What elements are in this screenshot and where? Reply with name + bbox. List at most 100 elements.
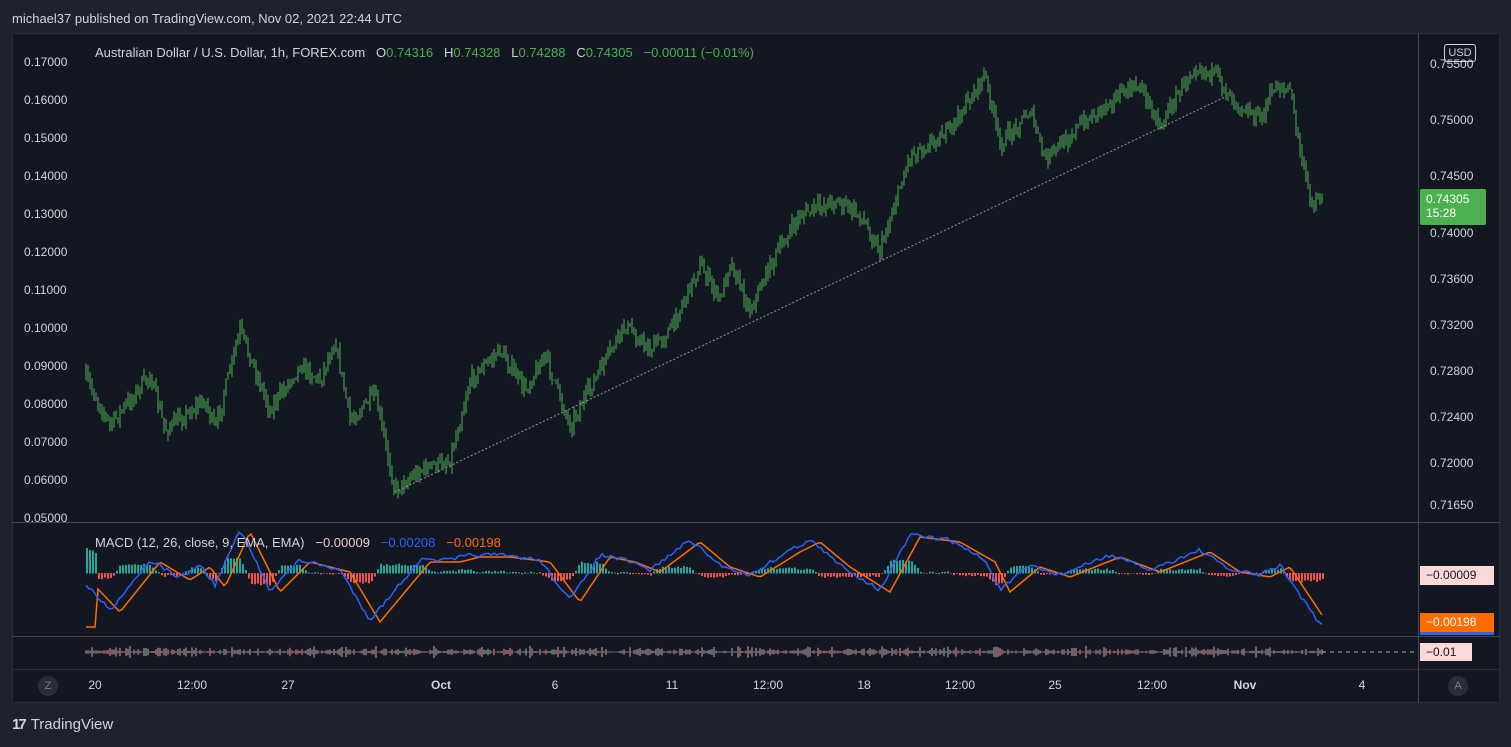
macd-histogram-bar bbox=[740, 573, 742, 575]
macd-histogram-bar bbox=[377, 569, 379, 574]
macd-histogram-bar bbox=[836, 573, 838, 578]
macd-histogram-bar bbox=[821, 573, 823, 577]
macd-histogram-bar bbox=[458, 569, 460, 574]
macd-histogram-bar bbox=[425, 567, 427, 574]
macd-histogram-bar bbox=[548, 573, 550, 578]
macd-histogram-bar bbox=[371, 573, 373, 582]
macd-histogram-bar bbox=[164, 573, 166, 577]
macd-histogram-bar bbox=[107, 573, 109, 579]
macd-histogram-bar bbox=[482, 571, 484, 574]
macd-histogram-bar bbox=[962, 573, 964, 576]
left-axis-label: 0.17000 bbox=[24, 55, 68, 69]
time-axis-label: Nov bbox=[1233, 678, 1257, 692]
macd-histogram-bar bbox=[131, 564, 133, 574]
symbol-title[interactable]: Australian Dollar / U.S. Dollar, 1h, FOR… bbox=[95, 45, 366, 60]
macd-histogram-bar bbox=[356, 573, 358, 582]
macd-histogram-bar bbox=[332, 573, 334, 575]
time-axis-label: 20 bbox=[88, 678, 102, 692]
macd-histogram-bar bbox=[695, 573, 697, 574]
macd-histogram-bar bbox=[392, 565, 394, 574]
macd-histogram-bar bbox=[86, 548, 88, 574]
macd-histogram-bar bbox=[1193, 569, 1195, 574]
macd-histogram-bar bbox=[989, 573, 991, 580]
macd-histogram-bar bbox=[698, 573, 700, 575]
macd-histogram-bar bbox=[1118, 573, 1120, 575]
macd-histogram-bar bbox=[929, 571, 931, 574]
macd-histogram-bar bbox=[218, 572, 220, 574]
right-axis-label: 0.74500 bbox=[1430, 169, 1474, 183]
macd-histogram-bar bbox=[1289, 573, 1291, 581]
macd-histogram-bar bbox=[857, 573, 859, 578]
macd-histogram-bar bbox=[1175, 570, 1177, 574]
auto-scale-button[interactable]: A bbox=[1448, 676, 1468, 696]
left-axis-label: 0.10000 bbox=[24, 321, 68, 335]
macd-histogram-bar bbox=[1142, 573, 1144, 575]
macd-histogram-bar bbox=[611, 572, 613, 574]
macd-histogram-bar bbox=[1046, 573, 1048, 574]
macd-histogram-bar bbox=[119, 565, 121, 574]
macd-histogram-bar bbox=[1178, 569, 1180, 574]
macd-histogram-bar bbox=[323, 572, 325, 574]
macd-histogram-bar bbox=[572, 573, 574, 577]
pane-divider-macd[interactable] bbox=[12, 522, 1500, 523]
macd-histogram-bar bbox=[737, 573, 739, 576]
left-axis-label: 0.15000 bbox=[24, 131, 68, 145]
macd-histogram-bar bbox=[260, 573, 262, 586]
macd-histogram-bar bbox=[596, 561, 598, 574]
macd-histogram-bar bbox=[329, 573, 331, 575]
macd-histogram-bar bbox=[908, 560, 910, 574]
macd-histogram-bar bbox=[869, 573, 871, 577]
macd-histogram-bar bbox=[1313, 573, 1315, 581]
macd-histogram-bar bbox=[386, 564, 388, 574]
macd-histogram-bar bbox=[629, 573, 631, 575]
macd-histogram-bar bbox=[719, 573, 721, 577]
tradingview-logo[interactable]: 17 TradingView bbox=[12, 716, 113, 733]
macd-histogram-bar bbox=[893, 559, 895, 574]
macd-histogram-bar bbox=[971, 573, 973, 577]
macd-histogram-bar bbox=[527, 572, 529, 574]
trend-line[interactable] bbox=[394, 96, 1226, 493]
macd-histogram-bar bbox=[581, 561, 583, 574]
macd-histogram-bar bbox=[722, 573, 724, 578]
macd-histogram-bar bbox=[827, 573, 829, 577]
macd-histogram-bar bbox=[278, 570, 280, 574]
macd-histogram-bar bbox=[1235, 573, 1237, 576]
currency-button[interactable]: USD bbox=[1444, 44, 1476, 62]
macd-histogram-bar bbox=[1130, 573, 1132, 574]
time-axis-label: 27 bbox=[281, 678, 295, 692]
macd-histogram-bar bbox=[935, 573, 937, 574]
macd-histogram-bar bbox=[1304, 573, 1306, 581]
macd-histogram-bar bbox=[950, 573, 952, 574]
macd-histogram-bar bbox=[503, 570, 505, 574]
macd-histogram-bar bbox=[359, 573, 361, 583]
macd-histogram-bar bbox=[1109, 570, 1111, 574]
macd-histogram-bar bbox=[1298, 573, 1300, 581]
chart-frame bbox=[12, 33, 1500, 703]
macd-histogram-bar bbox=[110, 573, 112, 578]
macd-title[interactable]: MACD (12, 26, close, 9, EMA, EMA) bbox=[95, 535, 305, 550]
macd-histogram-bar bbox=[302, 568, 304, 574]
macd-histogram-bar bbox=[1079, 569, 1081, 574]
zoom-button[interactable]: Z bbox=[38, 676, 58, 696]
macd-histogram-bar bbox=[1205, 573, 1207, 574]
macd-legend: MACD (12, 26, close, 9, EMA, EMA) −0.000… bbox=[95, 535, 501, 550]
macd-histogram-bar bbox=[230, 558, 232, 574]
macd-histogram-bar bbox=[395, 564, 397, 574]
macd-histogram-bar bbox=[248, 573, 250, 579]
macd-histogram-bar bbox=[401, 565, 403, 574]
macd-histogram-bar bbox=[1100, 570, 1102, 574]
macd-histogram-bar bbox=[665, 568, 667, 574]
macd-histogram-bar bbox=[776, 569, 778, 574]
macd-histogram-bar bbox=[494, 570, 496, 574]
macd-histogram-bar bbox=[242, 564, 244, 574]
macd-histogram-bar bbox=[197, 567, 199, 574]
macd-histogram-bar bbox=[599, 563, 601, 574]
macd-histogram-bar bbox=[1274, 569, 1276, 574]
macd-histogram-bar bbox=[920, 571, 922, 574]
macd-histogram-bar bbox=[881, 573, 883, 574]
macd-histogram-bar bbox=[1241, 573, 1243, 574]
pane-divider-lower[interactable] bbox=[12, 636, 1500, 637]
macd-histogram-bar bbox=[584, 563, 586, 574]
macd-histogram-bar bbox=[1145, 573, 1147, 575]
